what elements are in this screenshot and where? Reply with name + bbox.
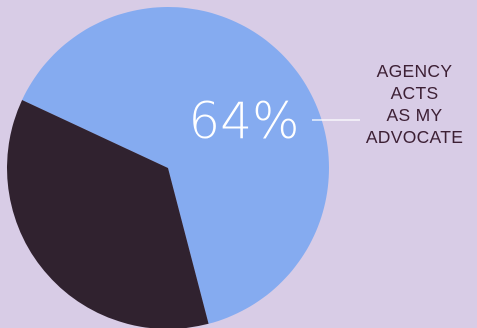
callout-label-line-3: AS MY — [386, 105, 443, 125]
callout-label-line-1: AGENCY — [376, 61, 453, 81]
callout-label-line-2: ACTS — [390, 83, 439, 103]
callout-label-line-4: ADVOCATE — [365, 127, 464, 147]
pie-slice-main — [22, 6, 329, 324]
callout-label: AGENCY ACTS AS MY ADVOCATE — [352, 60, 477, 148]
pie-slice-other — [7, 99, 209, 328]
pie-slices — [7, 6, 329, 328]
percent-label: 64% — [188, 92, 299, 150]
